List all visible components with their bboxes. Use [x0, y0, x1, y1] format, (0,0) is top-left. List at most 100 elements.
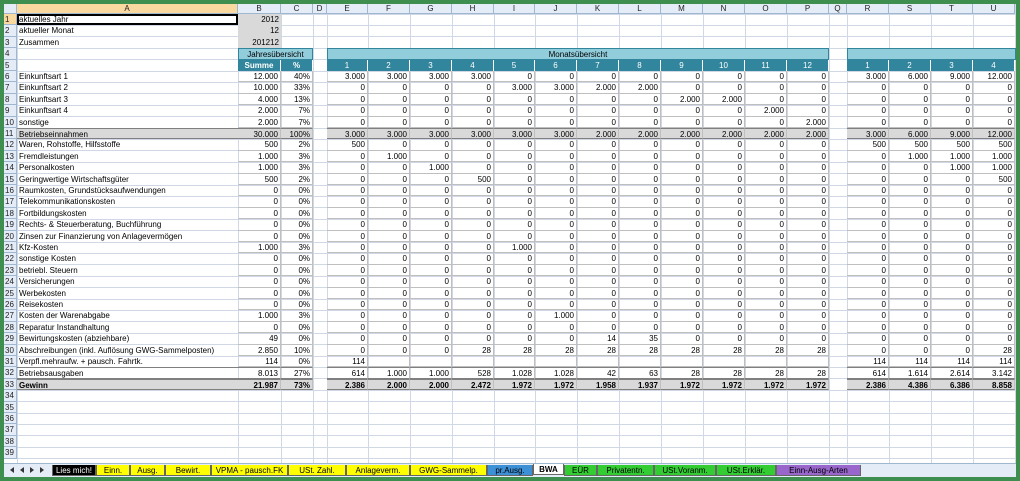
month-cell[interactable]: 0 — [577, 93, 619, 106]
month-title[interactable]: 6 — [535, 59, 577, 71]
cumulative-cell[interactable]: 0 — [931, 264, 973, 277]
month-cell[interactable]: 0 — [535, 207, 577, 220]
row-label[interactable]: Zinsen zur Finanzierung von Anlagevermög… — [19, 231, 183, 241]
row-label[interactable]: Waren, Rohstoffe, Hilfsstoffe — [19, 140, 121, 150]
month-cell[interactable]: 0 — [787, 82, 829, 94]
month-cell[interactable]: 0 — [535, 276, 577, 288]
month-cell[interactable]: 0 — [494, 139, 535, 151]
month-cell[interactable]: 0 — [327, 242, 368, 254]
month-cell[interactable]: 1.972 — [661, 378, 703, 391]
row-header[interactable]: 7 — [4, 82, 17, 94]
row-label[interactable]: Fremdleistungen — [19, 151, 79, 161]
month-title[interactable]: 7 — [577, 59, 619, 71]
month-cell[interactable]: 28 — [703, 367, 745, 379]
month-cell[interactable]: 0 — [494, 219, 535, 231]
sheet-tab[interactable]: Lies mich! — [52, 465, 96, 476]
month-cell[interactable]: 0 — [535, 333, 577, 345]
month-cell[interactable]: 28 — [577, 344, 619, 356]
cumulative-cell[interactable]: 0 — [931, 242, 973, 254]
row-label[interactable]: Bewirtungskosten (abziehbare) — [19, 334, 130, 344]
month-cell[interactable]: 0 — [535, 150, 577, 163]
cumulative-cell[interactable]: 0 — [973, 310, 1015, 322]
cumulative-cell[interactable]: 0 — [931, 219, 973, 231]
row-label[interactable]: Werbekosten — [19, 288, 66, 298]
month-cell[interactable]: 1.972 — [494, 378, 535, 391]
percent-cell[interactable]: 0% — [281, 264, 313, 277]
month-cell[interactable]: 0 — [327, 116, 368, 128]
row-label[interactable]: Verpfl.mehraufw. + pausch. Fahrtk. — [19, 357, 143, 366]
cumulative-cell[interactable]: 0 — [847, 310, 889, 322]
month-cell[interactable]: 0 — [410, 207, 452, 220]
month-cell[interactable]: 0 — [368, 242, 410, 254]
month-cell[interactable]: 0 — [452, 116, 494, 128]
month-cell[interactable]: 0 — [661, 82, 703, 94]
cumulative-cell[interactable]: 1.000 — [973, 162, 1015, 174]
month-cell[interactable]: 0 — [787, 196, 829, 208]
month-cell[interactable]: 0 — [452, 93, 494, 106]
month-cell[interactable]: 0 — [703, 230, 745, 242]
row-header[interactable]: 10 — [4, 116, 17, 128]
percent-cell[interactable]: 0% — [281, 253, 313, 265]
row-header[interactable]: 11 — [4, 128, 17, 140]
month-cell[interactable]: 0 — [787, 276, 829, 288]
row-label[interactable]: Kfz-Kosten — [19, 243, 59, 252]
month-cell[interactable]: 0 — [745, 299, 787, 311]
month-cell[interactable]: 0 — [452, 185, 494, 197]
cumulative-cell[interactable]: 0 — [931, 173, 973, 185]
row-label[interactable]: Rechts- & Steuerberatung, Buchführung — [19, 220, 162, 230]
sum-cell[interactable]: 49 — [238, 333, 281, 345]
month-cell[interactable]: 0 — [327, 105, 368, 117]
month-cell[interactable]: 0 — [661, 333, 703, 345]
row-header[interactable]: 3 — [4, 36, 17, 49]
column-header[interactable]: H — [452, 4, 494, 14]
month-cell[interactable]: 63 — [619, 367, 661, 379]
month-cell[interactable]: 28 — [787, 344, 829, 356]
cumulative-cell[interactable]: 12.000 — [973, 128, 1015, 140]
cumulative-cell[interactable]: 6.000 — [889, 71, 931, 83]
info-label[interactable]: aktuelles Jahr — [19, 15, 69, 24]
month-cell[interactable]: 0 — [494, 253, 535, 265]
month-cell[interactable]: 0 — [452, 196, 494, 208]
month-cell[interactable]: 0 — [452, 264, 494, 277]
row-label[interactable]: Betriebsausgaben — [17, 367, 238, 379]
month-cell[interactable]: 1.000 — [535, 310, 577, 322]
month-cell[interactable]: 0 — [787, 230, 829, 242]
month-cell[interactable]: 0 — [787, 219, 829, 231]
month-cell[interactable]: 0 — [745, 185, 787, 197]
row-header[interactable]: 21 — [4, 242, 17, 254]
row-label[interactable]: sonstige Kosten — [19, 254, 76, 264]
cumulative-cell[interactable]: 0 — [889, 242, 931, 254]
row-header[interactable]: 8 — [4, 93, 17, 106]
cumulative-cell[interactable]: 0 — [973, 185, 1015, 197]
percent-cell[interactable]: 7% — [281, 105, 313, 117]
month-cell[interactable]: 0 — [494, 333, 535, 345]
cumulative-cell[interactable]: 0 — [931, 196, 973, 208]
month-cell[interactable]: 0 — [787, 264, 829, 277]
month-cell[interactable]: 0 — [535, 173, 577, 185]
month-cell[interactable]: 0 — [745, 310, 787, 322]
month-cell[interactable]: 0 — [745, 139, 787, 151]
sum-cell[interactable]: 0 — [238, 264, 281, 277]
cumulative-cell[interactable]: 0 — [973, 333, 1015, 345]
cumulative-cell[interactable]: 0 — [973, 93, 1015, 106]
month-cell[interactable]: 0 — [368, 253, 410, 265]
month-cell[interactable]: 0 — [452, 253, 494, 265]
cumulative-cell[interactable]: 0 — [931, 253, 973, 265]
month-cell[interactable]: 0 — [577, 139, 619, 151]
cumulative-cell[interactable]: 0 — [847, 264, 889, 277]
month-cell[interactable]: 0 — [577, 321, 619, 334]
cumulative-cell[interactable]: 0 — [973, 230, 1015, 242]
month-cell[interactable]: 0 — [703, 264, 745, 277]
month-cell[interactable]: 0 — [368, 116, 410, 128]
row-header[interactable]: 39 — [4, 447, 17, 459]
month-cell[interactable]: 0 — [745, 162, 787, 174]
cumulative-cell[interactable]: 0 — [889, 253, 931, 265]
cumulative-cell[interactable]: 0 — [973, 242, 1015, 254]
month-cell[interactable]: 0 — [661, 299, 703, 311]
percent-cell[interactable]: 0% — [281, 299, 313, 311]
sheet-tab[interactable]: VPMA - pausch.FK — [211, 465, 288, 476]
row-header[interactable]: 16 — [4, 185, 17, 197]
month-cell[interactable]: 28 — [745, 344, 787, 356]
month-cell[interactable]: 1.000 — [368, 367, 410, 379]
month-cell[interactable]: 1.958 — [577, 378, 619, 391]
